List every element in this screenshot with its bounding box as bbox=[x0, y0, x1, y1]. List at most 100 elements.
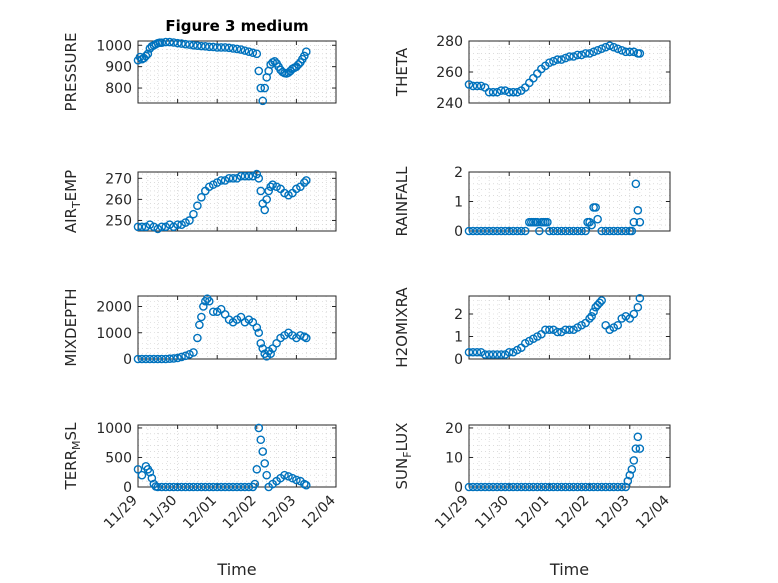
y-axis-label: RAINFALL bbox=[393, 166, 411, 237]
data-point bbox=[258, 96, 268, 106]
data-point bbox=[133, 354, 143, 364]
data-point bbox=[137, 354, 147, 364]
data-point bbox=[543, 217, 552, 227]
data-point bbox=[635, 217, 645, 227]
data-series bbox=[133, 423, 311, 492]
data-point bbox=[569, 482, 578, 492]
data-point bbox=[504, 347, 514, 357]
data-point bbox=[177, 39, 186, 48]
data-point bbox=[581, 482, 590, 492]
data-point bbox=[557, 482, 566, 492]
y-tick-label: 1000 bbox=[96, 421, 132, 437]
data-point bbox=[601, 226, 610, 236]
data-point bbox=[300, 51, 309, 61]
data-point bbox=[512, 482, 522, 492]
data-point bbox=[508, 226, 518, 236]
data-point bbox=[193, 41, 202, 51]
data-point bbox=[585, 482, 594, 492]
data-point bbox=[204, 42, 214, 52]
y-tick-label: 500 bbox=[105, 450, 132, 466]
data-point bbox=[288, 473, 297, 483]
panel-theta: 240 260 280 THETA bbox=[393, 34, 671, 112]
data-point bbox=[476, 226, 486, 236]
data-series bbox=[464, 41, 645, 97]
x-axis-label: Time bbox=[549, 560, 589, 579]
data-point bbox=[480, 350, 490, 359]
y-axis-label: SUNFLUX bbox=[393, 423, 414, 490]
data-point bbox=[252, 49, 262, 59]
data-point bbox=[300, 178, 309, 187]
data-point bbox=[208, 482, 218, 492]
data-point bbox=[161, 482, 171, 492]
data-point bbox=[165, 354, 174, 364]
x-axis-label: Time bbox=[216, 560, 256, 579]
data-point bbox=[601, 42, 610, 52]
data-point bbox=[301, 333, 311, 343]
y-tick-label: 250 bbox=[105, 213, 132, 229]
data-point bbox=[623, 476, 633, 486]
panel-sun-flux: 0 10 20 11/29 11/30 12/01 12/02 12/03 12/04 SUNFL… bbox=[393, 421, 673, 579]
data-point bbox=[601, 482, 610, 492]
data-point bbox=[472, 226, 482, 236]
data-point bbox=[549, 226, 558, 236]
data-point bbox=[468, 482, 478, 492]
data-point bbox=[157, 482, 167, 492]
data-point bbox=[484, 226, 494, 236]
data-point bbox=[161, 37, 171, 47]
data-point bbox=[199, 302, 208, 311]
data-point bbox=[157, 38, 167, 48]
data-point bbox=[143, 49, 153, 59]
data-point bbox=[597, 482, 606, 492]
data-point bbox=[135, 52, 145, 62]
data-point bbox=[173, 353, 182, 363]
data-point bbox=[500, 86, 510, 95]
data-point bbox=[565, 226, 574, 236]
data-point bbox=[165, 37, 174, 47]
data-point bbox=[613, 226, 623, 236]
data-point bbox=[220, 43, 230, 52]
data-point bbox=[573, 482, 582, 492]
data-point bbox=[500, 226, 510, 236]
data-point bbox=[472, 482, 482, 492]
y-tick-label: 1 bbox=[454, 195, 463, 211]
data-point bbox=[504, 226, 514, 236]
data-point bbox=[488, 87, 498, 97]
data-point bbox=[589, 482, 598, 492]
y-tick-label: 1000 bbox=[96, 38, 132, 54]
data-point bbox=[270, 57, 279, 66]
x-tick-label: 11/30 bbox=[141, 493, 181, 533]
data-point bbox=[468, 347, 478, 357]
y-axis-label: H2OMIXRA bbox=[393, 287, 411, 368]
data-point bbox=[561, 226, 570, 236]
data-point bbox=[201, 482, 210, 492]
y-tick-label: 0 bbox=[123, 352, 132, 368]
data-point bbox=[256, 83, 266, 93]
data-point bbox=[484, 482, 494, 492]
data-point bbox=[545, 58, 554, 68]
data-point bbox=[468, 226, 478, 236]
x-tick-label: 11/30 bbox=[472, 493, 512, 533]
data-point bbox=[488, 482, 498, 492]
data-point bbox=[254, 174, 264, 183]
data-point bbox=[250, 479, 260, 489]
data-point bbox=[248, 48, 258, 58]
data-point bbox=[516, 226, 526, 236]
x-tick-label: 12/03 bbox=[259, 493, 299, 533]
data-point bbox=[464, 482, 474, 492]
data-point bbox=[137, 222, 147, 232]
data-point bbox=[244, 47, 254, 56]
data-point bbox=[254, 66, 264, 76]
y-tick-label: 0 bbox=[454, 224, 463, 240]
data-point bbox=[545, 226, 554, 236]
plot-area bbox=[469, 425, 670, 487]
data-point bbox=[216, 176, 226, 185]
data-point bbox=[635, 444, 645, 453]
data-point bbox=[240, 46, 250, 55]
data-point bbox=[193, 482, 202, 492]
data-point bbox=[565, 52, 574, 61]
data-point bbox=[133, 464, 143, 474]
x-tick-label: 12/03 bbox=[593, 493, 633, 533]
y-tick-label: 240 bbox=[436, 96, 463, 112]
data-point bbox=[595, 298, 604, 308]
data-point bbox=[496, 86, 506, 95]
